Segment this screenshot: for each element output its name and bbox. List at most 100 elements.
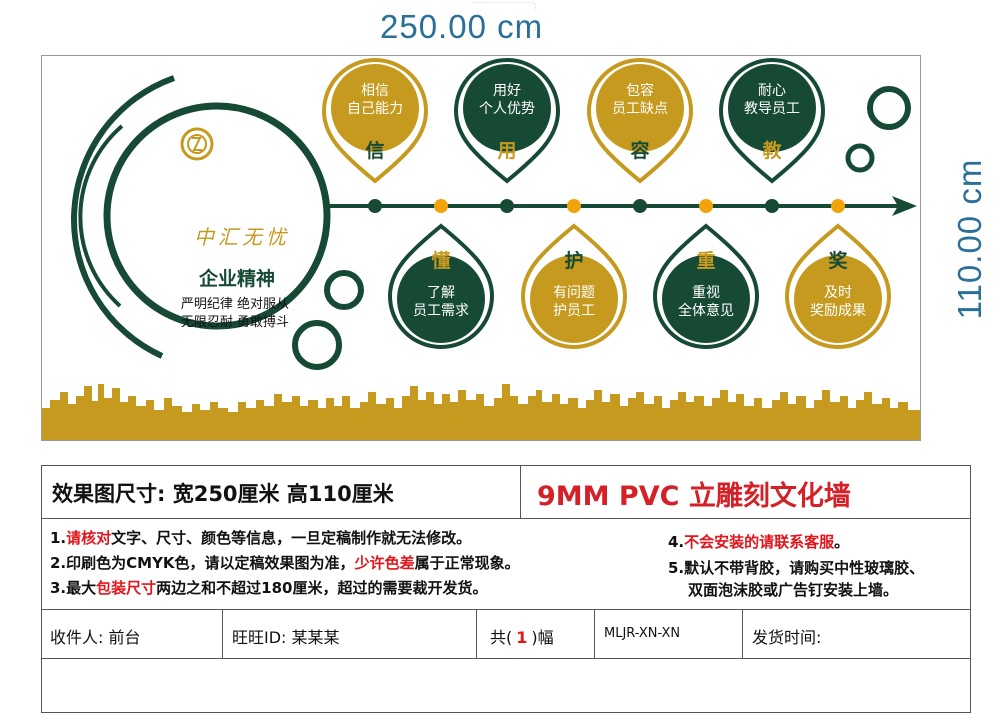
motto-line: 严明纪律 绝对服从 — [180, 297, 290, 312]
width-dimension-line — [472, 1, 537, 31]
timeline-dot — [434, 199, 448, 213]
drop-top-1-char: 信 — [365, 140, 385, 162]
drop-line: 用好 — [493, 83, 521, 99]
outer-arc-thin — [78, 124, 124, 308]
brand-name: 中汇无忧 — [194, 225, 290, 249]
motto: 严明纪律 绝对服从 无限忍耐 勇敢搏斗 — [160, 296, 310, 332]
timeline-dot — [699, 199, 713, 213]
order-info-table: 效果图尺寸: 宽250厘米 高110厘米 9MM PVC 立雕刻文化墙 1.请核… — [41, 465, 971, 713]
timeline-dot — [633, 199, 647, 213]
divider — [520, 466, 521, 518]
drop-line: 个人优势 — [479, 101, 535, 117]
code-cell: MLJR-XN-XN — [604, 626, 681, 641]
note-4: 4.不会安装的请联系客服。 — [668, 531, 849, 552]
divider — [222, 610, 223, 658]
drop-bottom-3-char: 重 — [696, 250, 716, 272]
drop-line: 及时 — [824, 285, 852, 301]
timeline-dot — [765, 199, 779, 213]
main-circle — [103, 102, 331, 330]
count-number: 1 — [516, 628, 528, 647]
drop-bottom-4-text: 及时 奖励成果 — [793, 284, 883, 320]
drop-bottom-2 — [520, 223, 628, 349]
decor-ring — [292, 320, 342, 370]
drop-line: 护员工 — [553, 303, 595, 319]
note-text: 2.印刷色为CMYK色，请以定稿效果图为准， — [50, 554, 355, 572]
wangwang-cell: 旺旺ID: 某某某 — [232, 628, 340, 647]
drop-line: 员工缺点 — [612, 101, 668, 117]
shipping-row: 收件人: 前台 旺旺ID: 某某某 共(1)幅 MLJR-XN-XN 发货时间: — [42, 610, 970, 659]
drop-line: 包容 — [626, 83, 654, 99]
note-highlight: 请核对 — [66, 529, 112, 547]
timeline-dot — [831, 199, 845, 213]
size-title: 效果图尺寸: 宽250厘米 高110厘米 — [52, 482, 394, 506]
divider — [476, 610, 477, 658]
drop-bottom-1-text: 了解 员工需求 — [396, 284, 486, 320]
drop-line: 员工需求 — [413, 303, 469, 319]
timeline-dot — [567, 199, 581, 213]
drop-top-2-char: 用 — [497, 140, 517, 162]
drop-top-3-text: 包容 员工缺点 — [595, 82, 685, 118]
drop-top-1 — [321, 58, 429, 184]
divider — [594, 610, 595, 658]
drop-bottom-2-text: 有问题 护员工 — [529, 284, 619, 320]
note-text: 4. — [668, 533, 685, 551]
drop-bottom-4-char: 奖 — [828, 250, 848, 272]
drop-top-4 — [718, 58, 826, 184]
height-dimension-label: 110.00 cm — [951, 158, 988, 320]
product-title: 9MM PVC 立雕刻文化墙 — [537, 481, 851, 512]
drop-bottom-2-char: 护 — [564, 250, 584, 272]
spirit-title: 企业精神 — [198, 268, 275, 290]
drop-top-4-text: 耐心 教导员工 — [727, 82, 817, 118]
note-text: 。 — [834, 533, 850, 551]
drop-line: 有问题 — [553, 285, 595, 301]
drop-top-2-text: 用好 个人优势 — [462, 82, 552, 118]
info-header-row: 效果图尺寸: 宽250厘米 高110厘米 9MM PVC 立雕刻文化墙 — [42, 466, 970, 519]
drop-line: 全体意见 — [678, 303, 734, 319]
timeline-dot — [368, 199, 382, 213]
count-text: )幅 — [531, 628, 554, 647]
width-dimension-label: 250.00 cm — [380, 8, 544, 45]
notes-section: 1.请核对文字、尺寸、颜色等信息，一旦定稿制作就无法修改。 2.印刷色为CMYK… — [42, 519, 970, 610]
drop-top-4-char: 教 — [762, 140, 782, 162]
note-highlight: 包装尺寸 — [96, 579, 157, 597]
design-panel: 中汇无忧 企业精神 严明纪律 绝对服从 无限忍耐 勇敢搏斗 相信 自己能力 信 … — [41, 55, 921, 441]
drop-bottom-3-text: 重视 全体意见 — [661, 284, 751, 320]
drop-top-1-text: 相信 自己能力 — [330, 82, 420, 118]
drop-line: 奖励成果 — [810, 303, 866, 319]
recipient-cell: 收件人: 前台 — [50, 628, 141, 647]
city-skyline — [42, 384, 920, 440]
motto-line: 无限忍耐 勇敢搏斗 — [180, 315, 290, 330]
divider — [742, 610, 743, 658]
drop-line: 耐心 — [758, 83, 786, 99]
drop-line: 教导员工 — [744, 101, 800, 117]
note-text: 属于正常现象。 — [414, 554, 520, 572]
drop-line: 重视 — [692, 285, 720, 301]
note-5-line2: 双面泡沫胶或广告钉安装上墙。 — [688, 581, 899, 599]
count-text: 共( — [490, 628, 513, 647]
drop-top-2 — [453, 58, 561, 184]
note-text: 3.最大 — [50, 579, 97, 597]
drop-line: 了解 — [427, 285, 455, 301]
note-text: 1. — [50, 529, 67, 547]
drop-line: 自己能力 — [347, 101, 403, 117]
count-cell: 共(1)幅 — [490, 624, 554, 648]
note-highlight: 不会安装的请联系客服 — [684, 533, 835, 551]
note-2: 2.印刷色为CMYK色，请以定稿效果图为准，少许色差属于正常现象。 — [50, 552, 520, 573]
drop-bottom-1 — [387, 223, 495, 349]
note-highlight: 少许色差 — [354, 554, 415, 572]
drop-bottom-1-char: 懂 — [431, 250, 451, 272]
ship-time-cell: 发货时间: — [752, 628, 822, 647]
outer-arc — [71, 75, 176, 359]
timeline-dot — [500, 199, 514, 213]
note-3: 3.最大包装尺寸两边之和不超过180厘米，超过的需要裁开发货。 — [50, 577, 487, 598]
decor-ring — [324, 270, 364, 310]
note-5-line1: 5.默认不带背胶，请购买中性玻璃胶、 — [668, 559, 925, 577]
decor-ring — [867, 86, 911, 130]
decor-ring — [845, 143, 875, 173]
drop-top-3 — [586, 58, 694, 184]
design-artwork — [42, 58, 920, 440]
drop-line: 相信 — [361, 83, 389, 99]
logo-icon — [180, 127, 214, 161]
drop-bottom-4 — [784, 223, 892, 349]
drop-top-3-char: 容 — [630, 140, 650, 162]
